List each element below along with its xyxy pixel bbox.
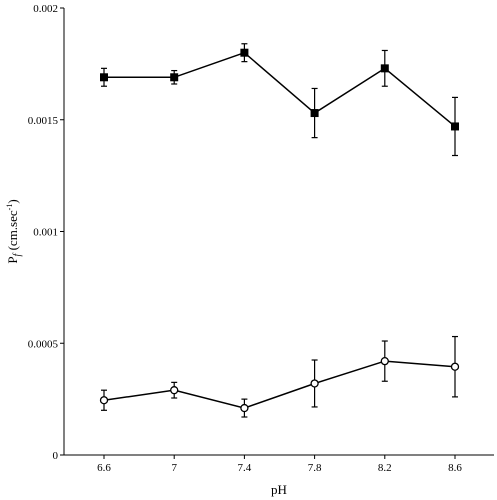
y-tick-label: 0.0015 — [28, 115, 59, 127]
y-axis-title-main: P — [5, 256, 20, 263]
x-tick-label: 8.6 — [448, 462, 462, 474]
y-tick-label: 0.001 — [33, 227, 58, 239]
data-point — [310, 109, 319, 118]
x-tick-label: 7.8 — [308, 462, 322, 474]
chart-axes — [63, 8, 494, 456]
data-point — [240, 48, 249, 57]
data-point — [170, 386, 179, 395]
x-axis-title: pH — [271, 482, 287, 497]
x-tick-label: 8.2 — [378, 462, 392, 474]
data-point — [310, 379, 319, 388]
chart-series — [99, 43, 460, 418]
y-tick-label: 0.0005 — [28, 338, 59, 350]
series-line — [103, 360, 456, 409]
y-axis-title-unit: (cm.sec — [5, 210, 20, 254]
data-point — [170, 73, 179, 82]
y-axis-title-unit-close: ) — [5, 199, 20, 203]
y-axis-title-unit-exponent: -1 — [5, 204, 14, 211]
x-tick-label: 7 — [171, 462, 177, 474]
data-point — [99, 396, 109, 405]
data-point — [451, 122, 459, 131]
y-axis-title-subscript: f — [12, 252, 23, 256]
y-axis-title: Pf (cm.sec-1) — [5, 199, 23, 263]
data-point — [380, 64, 389, 73]
series-line — [104, 51, 456, 128]
data-point — [450, 362, 460, 371]
chart-ticks: 0 0.0005 0.001 0.0015 0.002 6.6 7 7.4 7.8 8.2 8.6 — [28, 3, 463, 474]
y-tick-label: 0.002 — [33, 3, 58, 15]
data-point — [240, 403, 249, 413]
series-1 — [100, 43, 459, 157]
series-2 — [99, 335, 460, 418]
x-tick-label: 6.6 — [97, 462, 111, 474]
y-tick-label: 0 — [53, 450, 59, 462]
data-point — [380, 356, 389, 366]
data-point — [100, 73, 108, 82]
x-tick-label: 7.4 — [238, 462, 252, 474]
